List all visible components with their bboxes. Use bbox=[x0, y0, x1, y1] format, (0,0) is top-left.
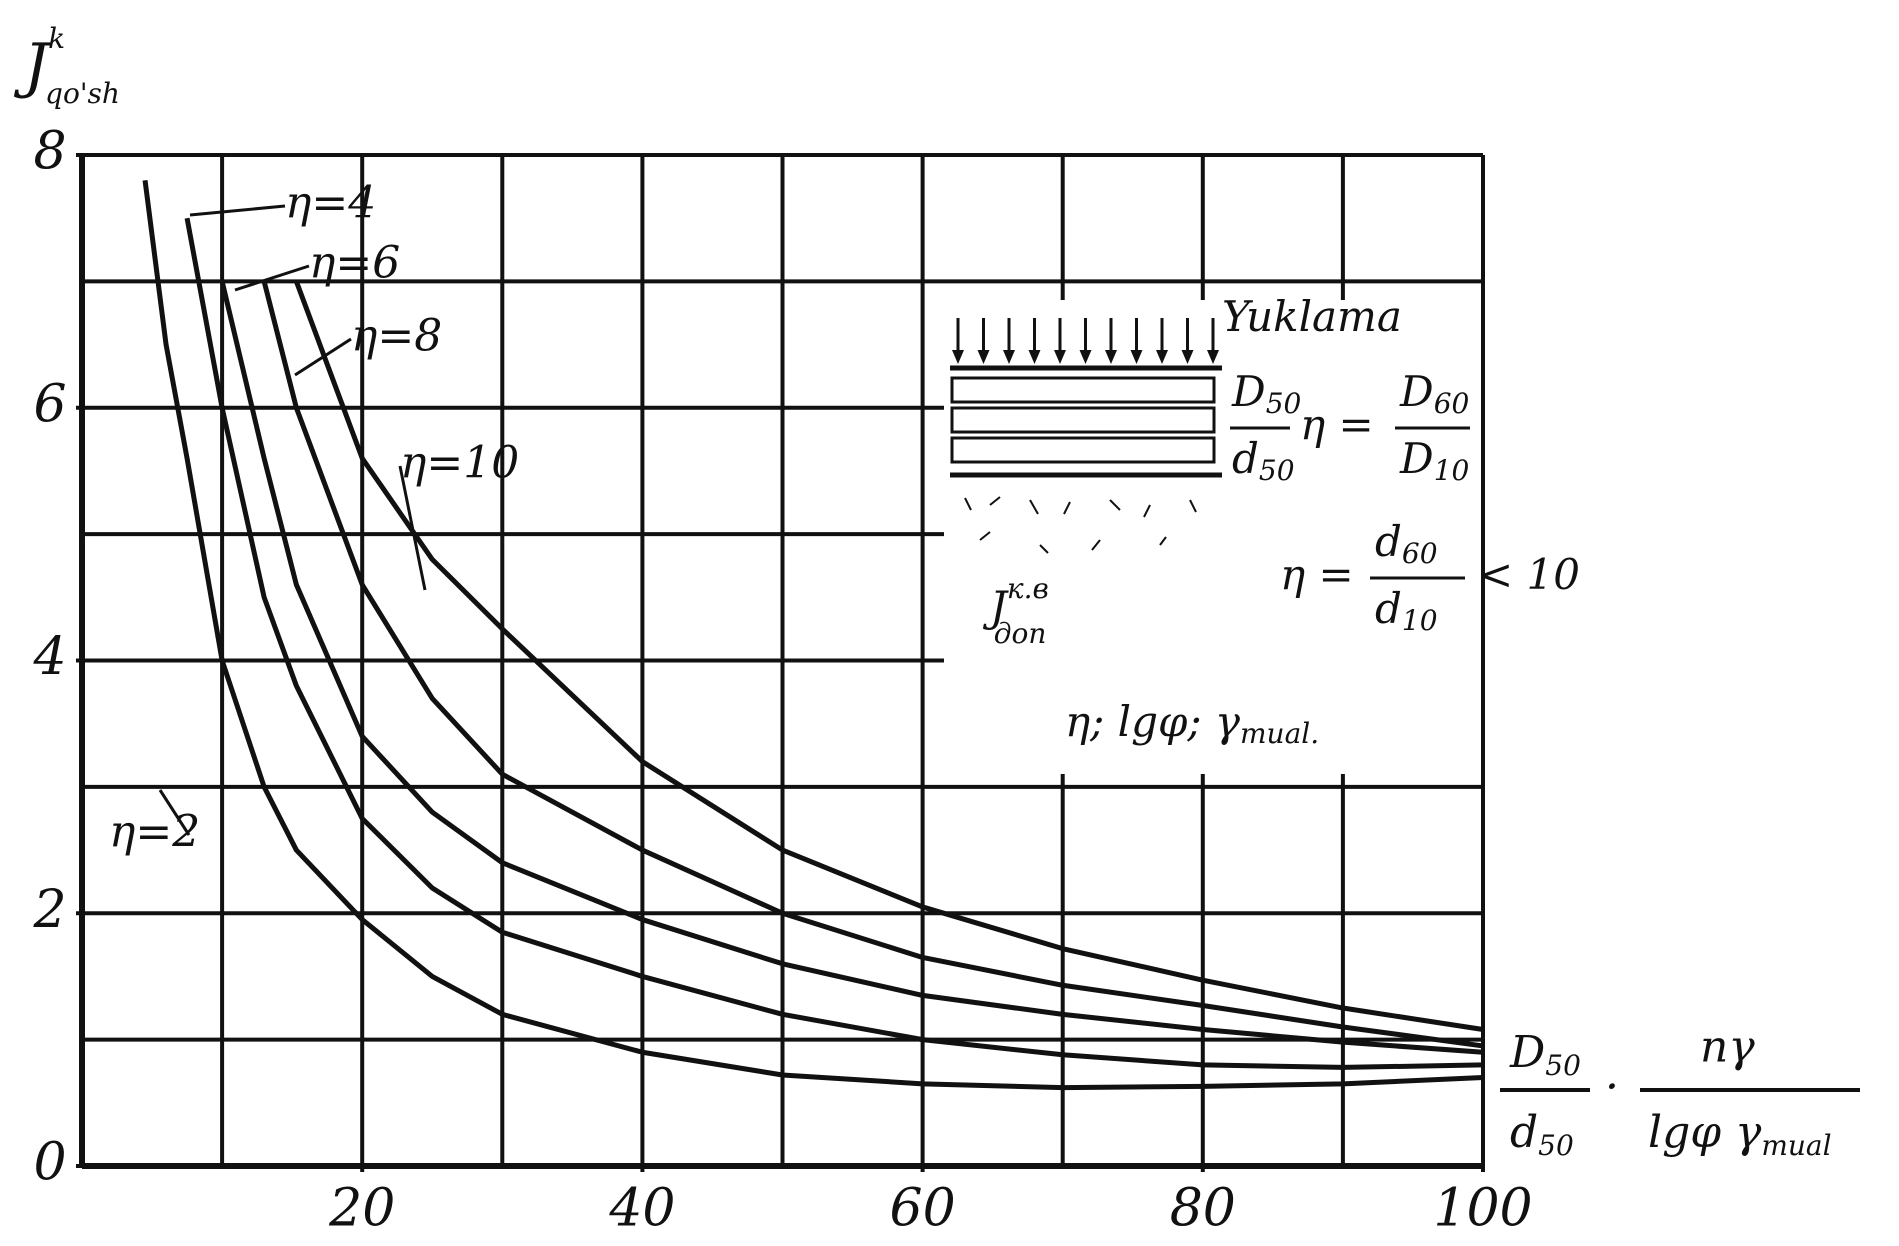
load-arrow-head bbox=[952, 350, 964, 364]
series-line bbox=[261, 280, 1484, 1049]
x-label-part: d50 bbox=[1510, 1107, 1574, 1162]
text-part: 50 bbox=[1266, 387, 1302, 420]
series-line bbox=[294, 280, 1484, 1032]
x-label-part: lgφ γmual bbox=[1648, 1107, 1832, 1162]
series-line bbox=[184, 217, 1484, 1070]
series-label: η=2 bbox=[109, 807, 200, 858]
text-part: 60 bbox=[1434, 387, 1470, 420]
load-arrow-head bbox=[1181, 350, 1194, 364]
load-arrows bbox=[952, 318, 1219, 364]
inset-m1: D10 bbox=[1399, 434, 1469, 487]
load-arrow-head bbox=[1105, 350, 1117, 364]
x-axis-label: D50 d50 · nγ lgφ γmual bbox=[1500, 1022, 1860, 1162]
x-label-part: nγ bbox=[1700, 1022, 1755, 1073]
label-leader bbox=[234, 264, 310, 292]
inset-params: η; lgφ; γmual. bbox=[1065, 697, 1319, 750]
text-part: 60 bbox=[1402, 537, 1438, 570]
load-arrow-head bbox=[1130, 350, 1143, 364]
series-label: η=4 bbox=[285, 178, 376, 229]
y-label-sub: qo'sh bbox=[45, 77, 120, 110]
text-part: доп bbox=[994, 617, 1047, 650]
series-label: η=8 bbox=[351, 311, 442, 362]
x-tick-label: 20 bbox=[328, 1179, 395, 1239]
load-arrow-head bbox=[1028, 350, 1041, 364]
inset-d1: D50 bbox=[1231, 367, 1301, 420]
label-leader bbox=[398, 465, 427, 591]
load-arrow-head bbox=[1207, 350, 1219, 364]
text-part: d bbox=[1375, 517, 1402, 566]
series-label: η=6 bbox=[309, 238, 400, 289]
y-tick-label: 4 bbox=[32, 627, 66, 687]
inset-n2: d60 bbox=[1375, 517, 1438, 570]
x-tick-label: 80 bbox=[1170, 1179, 1236, 1239]
series-line bbox=[142, 179, 1484, 1091]
y-tick-label: 0 bbox=[33, 1133, 66, 1193]
text-part: mual. bbox=[1240, 717, 1319, 750]
y-axis-label: Jk qo'sh bbox=[13, 22, 120, 110]
text-part: 50 bbox=[1538, 1129, 1574, 1162]
inset-n1: D60 bbox=[1399, 367, 1469, 420]
text-part: mual bbox=[1761, 1129, 1831, 1162]
inset-d2: d50 bbox=[1232, 434, 1295, 487]
x-tick-label: 40 bbox=[608, 1179, 675, 1239]
inset-m2: d10 bbox=[1375, 584, 1438, 637]
text-part: D bbox=[1231, 367, 1266, 416]
load-arrow-head bbox=[1156, 350, 1168, 364]
x-label-part: · bbox=[1605, 1062, 1619, 1113]
text-part: D bbox=[1509, 1027, 1545, 1078]
y-tick-label: 8 bbox=[33, 122, 66, 182]
x-tick-label: 60 bbox=[890, 1179, 956, 1239]
text-part: lgφ γ bbox=[1648, 1107, 1762, 1158]
inset-drawing bbox=[950, 365, 1222, 554]
text-part: η; lgφ; γ bbox=[1065, 697, 1241, 746]
x-label-part: D50 bbox=[1509, 1027, 1581, 1082]
text-part: 50 bbox=[1545, 1049, 1581, 1082]
text-part: к.в bbox=[1007, 572, 1049, 605]
text-part: D bbox=[1399, 367, 1434, 416]
inset-eta2: η = bbox=[1280, 550, 1354, 599]
inset-eta: η = bbox=[1300, 400, 1374, 449]
text-part: 10 bbox=[1402, 604, 1438, 637]
series-line bbox=[219, 280, 1484, 1055]
load-arrow-head bbox=[1003, 350, 1015, 364]
load-arrow-head bbox=[977, 350, 990, 364]
text-part: d bbox=[1510, 1107, 1538, 1158]
load-arrow-head bbox=[1079, 350, 1092, 364]
inset-text: Yuklama D50 d50 η = D60 D10 η = d60 d10 … bbox=[982, 292, 1580, 750]
series-label: η=10 bbox=[400, 438, 519, 489]
inset-lt: < 10 bbox=[1478, 550, 1580, 599]
inset-load: Yuklama bbox=[1222, 292, 1402, 341]
text-part: d bbox=[1232, 434, 1259, 483]
text-part: 50 bbox=[1259, 454, 1295, 487]
label-leader bbox=[189, 204, 286, 217]
text-part: d bbox=[1375, 584, 1402, 633]
text-part: D bbox=[1399, 434, 1434, 483]
load-arrow-head bbox=[1054, 350, 1066, 364]
y-label-sup: k bbox=[48, 22, 65, 55]
label-leader bbox=[158, 789, 191, 836]
x-tick-label: 100 bbox=[1433, 1179, 1532, 1239]
y-tick-label: 2 bbox=[32, 880, 66, 940]
y-tick-label: 6 bbox=[33, 374, 66, 434]
text-part: 10 bbox=[1434, 454, 1470, 487]
